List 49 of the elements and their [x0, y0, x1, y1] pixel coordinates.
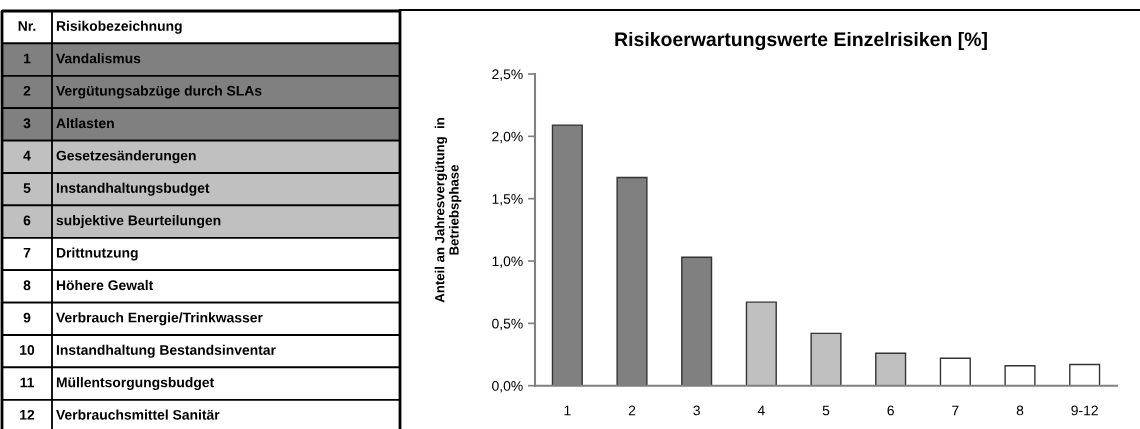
text: Altlasten [56, 117, 114, 129]
text: Drittnutzung [56, 247, 138, 261]
bar [810, 332, 842, 386]
x-tick-label: 3 [693, 405, 700, 416]
x-tick-label: 7 [952, 405, 959, 416]
x-tick-label: 1 [564, 405, 571, 416]
text: Instandhaltungsbudget [56, 182, 210, 196]
text: Gesetzesänderungen [56, 150, 196, 164]
text: Vergütungsabzüge durch SLAs [56, 85, 262, 99]
x-tick-label: 9-12 [1071, 405, 1098, 416]
text: Müllentsorgungsbudget [56, 377, 214, 391]
text: 8 [23, 280, 31, 291]
text: subjektive Beurteilungen [56, 215, 221, 229]
bar [745, 301, 777, 386]
text: Höhere Gewalt [56, 279, 154, 291]
text: 7 [23, 248, 31, 258]
x-tick-label: 4 [757, 405, 765, 416]
x-tick-label: 5 [822, 405, 830, 416]
text: 2 [23, 85, 31, 96]
text: Verbrauchsmittel Sanitär [56, 409, 220, 420]
text: Nr. [18, 21, 36, 31]
text: 11 [20, 377, 34, 388]
x-tick-label: 6 [887, 405, 894, 416]
y-tick-label: 0,5% [492, 318, 523, 331]
text: 6 [23, 215, 31, 226]
text: 12 [20, 409, 35, 420]
text: Verbrauch Energie/Trinkwasser [56, 312, 263, 326]
text: 9 [23, 312, 31, 323]
y-tick-label: 2,5% [492, 69, 523, 81]
text: Vandalismus [56, 53, 141, 64]
bar [939, 357, 971, 386]
text: 1 [24, 53, 31, 64]
x-tick-label: 8 [1016, 405, 1024, 416]
text: 3 [23, 118, 31, 129]
y-tick-label: 2,0% [492, 131, 523, 144]
chart-title: Risikoerwartungswerte Einzelrisiken [%] [615, 31, 987, 51]
bar [1004, 365, 1036, 386]
x-tick-label: 2 [628, 405, 636, 416]
bar [875, 352, 907, 386]
bar [1069, 363, 1101, 386]
text: Instandhaltung Bestandsinventar [56, 344, 276, 358]
y-tick-label: 0,0% [492, 381, 523, 393]
text: 10 [20, 345, 35, 355]
text: 4 [23, 150, 31, 161]
y-axis-title: Anteil an Jahresvergütung in Betriebsphase [434, 118, 462, 303]
text: Risikobezeichnung [56, 20, 182, 34]
y-tick-label: 1,0% [492, 256, 523, 268]
y-tick-label: 1,5% [492, 194, 523, 206]
text: 5 [23, 183, 31, 193]
